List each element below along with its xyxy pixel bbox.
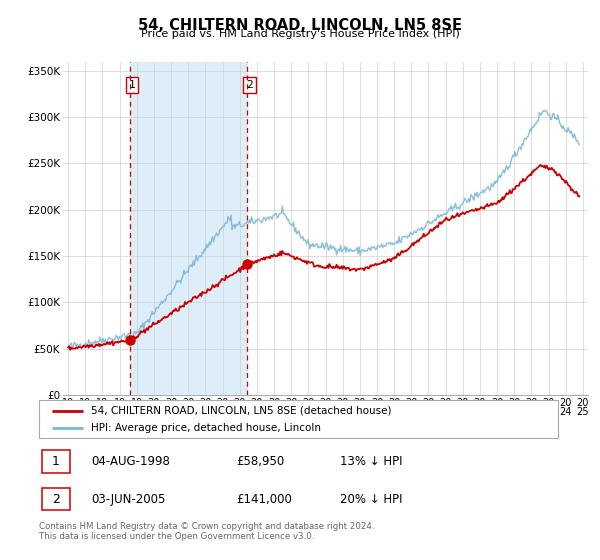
Text: 13% ↓ HPI: 13% ↓ HPI: [340, 455, 403, 468]
Text: Contains HM Land Registry data © Crown copyright and database right 2024.: Contains HM Land Registry data © Crown c…: [39, 522, 374, 531]
Text: 54, CHILTERN ROAD, LINCOLN, LN5 8SE: 54, CHILTERN ROAD, LINCOLN, LN5 8SE: [138, 18, 462, 33]
Text: Price paid vs. HM Land Registry's House Price Index (HPI): Price paid vs. HM Land Registry's House …: [140, 29, 460, 39]
Text: 20% ↓ HPI: 20% ↓ HPI: [340, 493, 403, 506]
Bar: [130, 62, 247, 395]
Text: 04-AUG-1998: 04-AUG-1998: [91, 455, 170, 468]
Text: 1: 1: [52, 455, 60, 468]
Text: 1: 1: [129, 80, 136, 90]
Text: £141,000: £141,000: [236, 493, 292, 506]
Text: 2: 2: [246, 80, 253, 90]
Text: £58,950: £58,950: [236, 455, 284, 468]
FancyBboxPatch shape: [41, 450, 70, 473]
Text: This data is licensed under the Open Government Licence v3.0.: This data is licensed under the Open Gov…: [39, 532, 314, 541]
FancyBboxPatch shape: [39, 400, 558, 438]
FancyBboxPatch shape: [41, 488, 70, 511]
Text: 2: 2: [52, 493, 60, 506]
Text: 54, CHILTERN ROAD, LINCOLN, LN5 8SE (detached house): 54, CHILTERN ROAD, LINCOLN, LN5 8SE (det…: [91, 405, 391, 416]
Text: 03-JUN-2005: 03-JUN-2005: [91, 493, 165, 506]
Text: HPI: Average price, detached house, Lincoln: HPI: Average price, detached house, Linc…: [91, 423, 321, 433]
